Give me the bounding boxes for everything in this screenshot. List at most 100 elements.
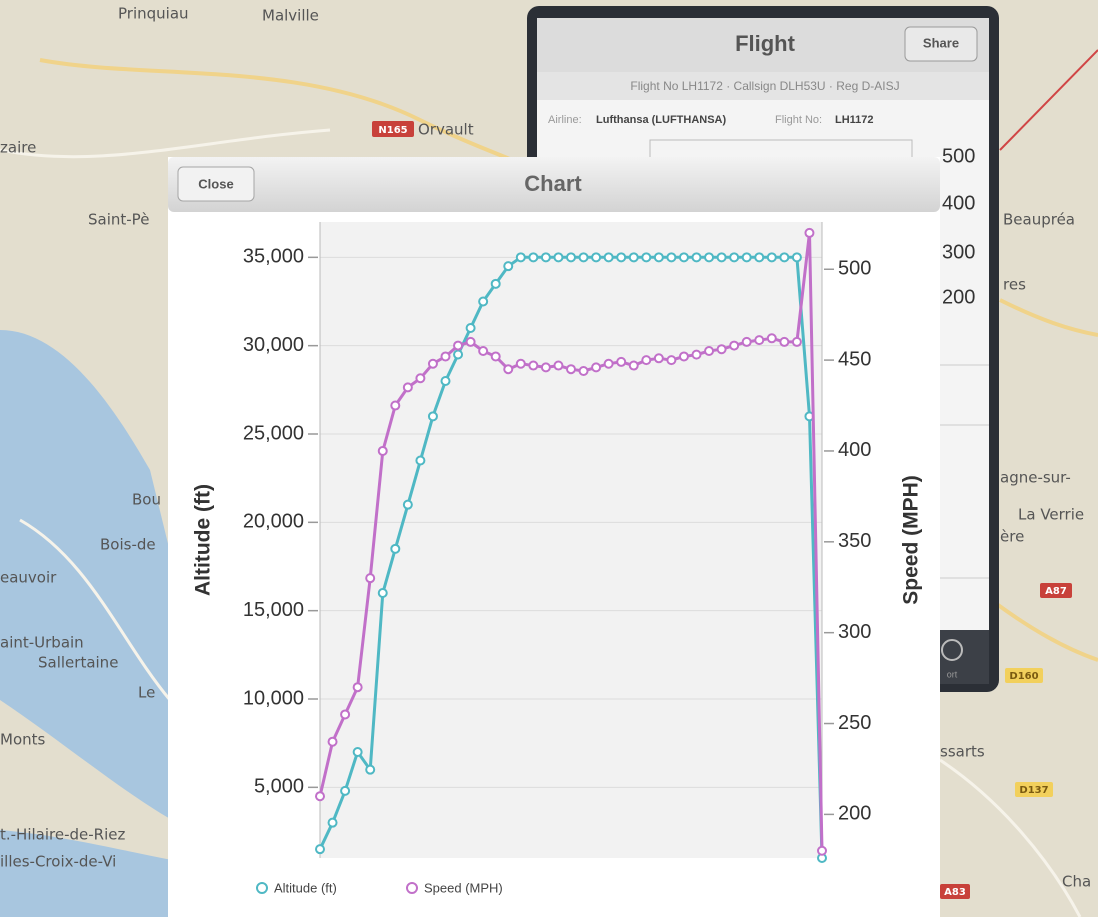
data-point bbox=[768, 334, 776, 342]
map-label: ssarts bbox=[940, 743, 985, 761]
map-label: aint-Urbain bbox=[0, 634, 84, 652]
data-point bbox=[642, 253, 650, 261]
road-sign-label: D160 bbox=[1009, 671, 1038, 682]
data-point bbox=[517, 253, 525, 261]
data-point bbox=[580, 253, 588, 261]
y2-axis-title: Speed (MPH) bbox=[900, 475, 923, 605]
data-point bbox=[329, 819, 337, 827]
data-point bbox=[567, 253, 575, 261]
map-label: illes-Croix-de-Vi bbox=[0, 853, 116, 871]
field-value: LH1172 bbox=[835, 114, 874, 126]
data-point bbox=[718, 253, 726, 261]
data-point bbox=[366, 574, 374, 582]
data-point bbox=[818, 847, 826, 855]
data-point bbox=[667, 356, 675, 364]
data-point bbox=[780, 253, 788, 261]
y-tick-label: 5,000 bbox=[254, 776, 304, 798]
legend-label: Altitude (ft) bbox=[274, 880, 337, 895]
legend-marker bbox=[407, 883, 417, 893]
data-point bbox=[755, 253, 763, 261]
data-point bbox=[404, 501, 412, 509]
data-point bbox=[529, 362, 537, 370]
y2-tick-label: 200 bbox=[838, 803, 871, 825]
data-point bbox=[379, 589, 387, 597]
data-point bbox=[329, 738, 337, 746]
chart-modal: Chart Close bbox=[168, 157, 940, 917]
data-point bbox=[479, 347, 487, 355]
data-point bbox=[567, 365, 575, 373]
panel-axis-label: 300 bbox=[942, 241, 975, 263]
map-label: eauvoir bbox=[0, 569, 57, 587]
map-label: Monts bbox=[0, 731, 46, 749]
data-point bbox=[341, 710, 349, 718]
data-point bbox=[743, 253, 751, 261]
data-point bbox=[605, 360, 613, 368]
close-button-label[interactable]: Close bbox=[198, 176, 233, 191]
data-point bbox=[316, 845, 324, 853]
data-point bbox=[655, 253, 663, 261]
road-sign-label: A87 bbox=[1045, 586, 1067, 597]
map-label: Sallertaine bbox=[38, 654, 118, 672]
y-tick-label: 10,000 bbox=[243, 687, 304, 709]
data-point bbox=[780, 338, 788, 346]
share-button-label[interactable]: Share bbox=[923, 35, 959, 50]
data-point bbox=[504, 365, 512, 373]
data-point bbox=[492, 352, 500, 360]
data-point bbox=[442, 377, 450, 385]
map-label: res bbox=[1003, 276, 1026, 294]
map-label: Cha bbox=[1062, 873, 1091, 891]
data-point bbox=[718, 345, 726, 353]
data-point bbox=[316, 792, 324, 800]
data-point bbox=[667, 253, 675, 261]
panel-axis-label: 500 bbox=[942, 145, 975, 167]
y-tick-label: 30,000 bbox=[243, 334, 304, 356]
data-point bbox=[630, 362, 638, 370]
data-point bbox=[492, 280, 500, 288]
data-point bbox=[341, 787, 349, 795]
y-tick-label: 15,000 bbox=[243, 599, 304, 621]
data-point bbox=[605, 253, 613, 261]
data-point bbox=[404, 383, 412, 391]
tab-label[interactable]: ort bbox=[947, 669, 958, 679]
modal-title: Chart bbox=[524, 171, 582, 196]
map-label: Bou bbox=[132, 491, 161, 509]
panel-axis-label: 400 bbox=[942, 192, 975, 214]
data-point bbox=[379, 447, 387, 455]
map-label: Le bbox=[138, 684, 155, 702]
data-point bbox=[467, 324, 475, 332]
data-point bbox=[366, 766, 374, 774]
data-point bbox=[542, 363, 550, 371]
legend-label: Speed (MPH) bbox=[424, 880, 503, 895]
data-point bbox=[793, 338, 801, 346]
data-point bbox=[793, 253, 801, 261]
map-label: Saint-Pè bbox=[88, 211, 149, 229]
data-point bbox=[391, 402, 399, 410]
y2-tick-label: 400 bbox=[838, 439, 871, 461]
data-point bbox=[617, 253, 625, 261]
data-point bbox=[416, 457, 424, 465]
map-label: Malville bbox=[262, 7, 319, 25]
data-point bbox=[680, 253, 688, 261]
data-point bbox=[617, 358, 625, 366]
data-point bbox=[592, 363, 600, 371]
data-point bbox=[693, 351, 701, 359]
data-point bbox=[517, 360, 525, 368]
legend-marker bbox=[257, 883, 267, 893]
field-value: Lufthansa (LUFTHANSA) bbox=[596, 114, 726, 126]
data-point bbox=[693, 253, 701, 261]
data-point bbox=[429, 412, 437, 420]
map-label: ère bbox=[1000, 528, 1024, 546]
map-label: Prinquiau bbox=[118, 5, 189, 23]
data-point bbox=[743, 338, 751, 346]
y-tick-label: 35,000 bbox=[243, 246, 304, 268]
y2-tick-label: 450 bbox=[838, 348, 871, 370]
data-point bbox=[680, 352, 688, 360]
data-point bbox=[730, 342, 738, 350]
data-point bbox=[580, 367, 588, 375]
data-point bbox=[554, 362, 562, 370]
map-label: Beaupréa bbox=[1003, 211, 1075, 229]
data-point bbox=[467, 338, 475, 346]
y-axis-title: Altitude (ft) bbox=[192, 484, 215, 596]
data-point bbox=[655, 354, 663, 362]
data-point bbox=[630, 253, 638, 261]
